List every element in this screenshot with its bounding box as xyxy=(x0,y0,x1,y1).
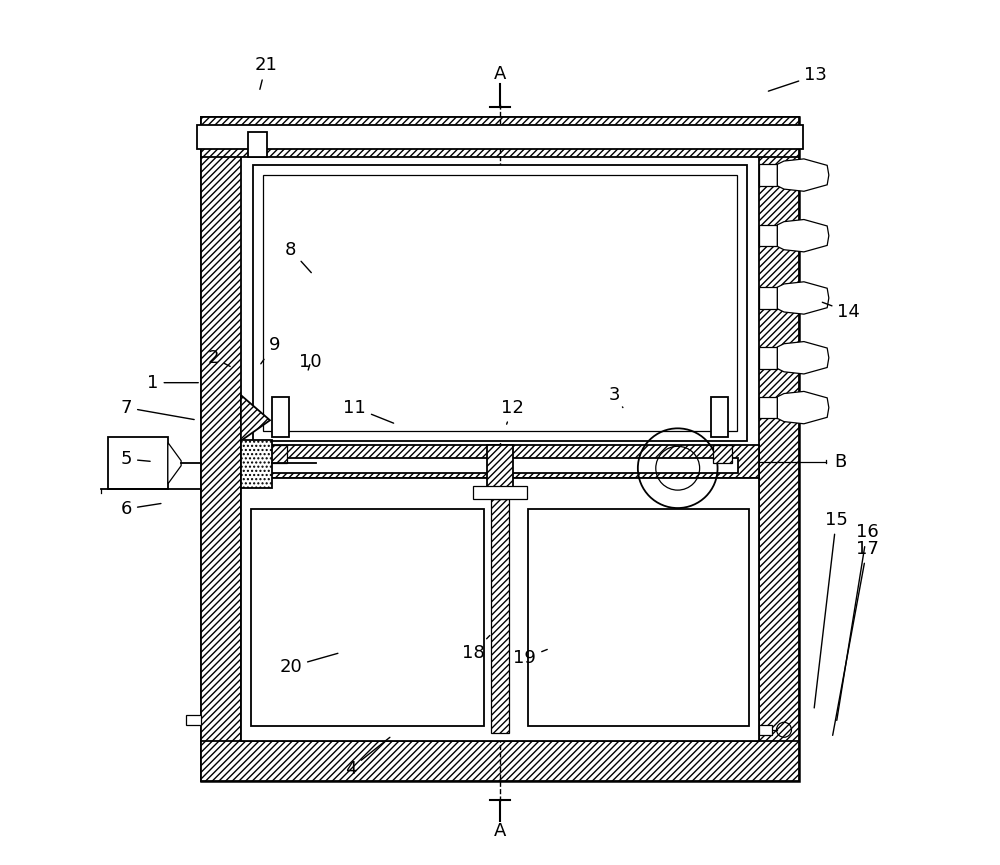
Bar xyxy=(262,458,738,473)
Text: 8: 8 xyxy=(285,240,311,272)
Bar xyxy=(253,165,747,441)
Bar xyxy=(473,486,527,499)
Text: 7: 7 xyxy=(121,399,194,420)
Text: 10: 10 xyxy=(299,353,322,371)
Text: 9: 9 xyxy=(261,336,280,364)
Text: 3: 3 xyxy=(609,386,623,407)
Text: 4: 4 xyxy=(345,737,390,778)
Polygon shape xyxy=(777,342,829,374)
Text: 20: 20 xyxy=(279,653,338,676)
Polygon shape xyxy=(241,395,270,441)
Text: 12: 12 xyxy=(501,399,524,424)
Bar xyxy=(241,440,272,488)
Text: 17: 17 xyxy=(833,540,878,735)
Bar xyxy=(713,445,732,464)
Bar xyxy=(186,714,201,725)
Text: 19: 19 xyxy=(513,650,547,668)
Bar xyxy=(241,478,759,741)
Text: 13: 13 xyxy=(768,67,827,91)
Bar xyxy=(491,499,509,734)
Text: A: A xyxy=(494,65,506,83)
Bar xyxy=(759,117,799,781)
Bar xyxy=(268,445,287,464)
Bar xyxy=(759,225,777,247)
Text: 5: 5 xyxy=(121,450,150,468)
Polygon shape xyxy=(777,282,829,314)
Text: 2: 2 xyxy=(208,349,230,367)
Text: 14: 14 xyxy=(822,302,860,321)
Bar xyxy=(759,397,777,419)
Bar xyxy=(711,397,728,437)
Text: B: B xyxy=(834,452,846,471)
Bar xyxy=(241,445,759,478)
Bar xyxy=(759,164,777,186)
Bar xyxy=(108,438,168,489)
Bar xyxy=(272,397,289,437)
Polygon shape xyxy=(777,159,829,191)
Polygon shape xyxy=(777,391,829,424)
Text: A: A xyxy=(494,822,506,840)
Bar xyxy=(248,131,267,157)
Bar xyxy=(759,347,777,368)
Bar xyxy=(197,125,803,149)
Bar xyxy=(201,117,241,781)
Text: 21: 21 xyxy=(254,56,277,89)
Bar xyxy=(759,287,777,309)
Text: 1: 1 xyxy=(147,374,198,392)
Polygon shape xyxy=(777,220,829,252)
Text: 15: 15 xyxy=(814,510,848,708)
Bar xyxy=(251,509,484,727)
Text: 16: 16 xyxy=(837,523,878,721)
Bar xyxy=(759,725,772,734)
Bar xyxy=(528,509,749,727)
Text: 6: 6 xyxy=(121,500,161,518)
Text: 18: 18 xyxy=(462,636,490,662)
Bar xyxy=(201,117,799,781)
Bar xyxy=(201,117,799,157)
Bar xyxy=(201,741,799,781)
Text: 11: 11 xyxy=(343,399,394,423)
Bar xyxy=(487,445,513,499)
Bar xyxy=(263,175,737,431)
Polygon shape xyxy=(168,443,181,484)
